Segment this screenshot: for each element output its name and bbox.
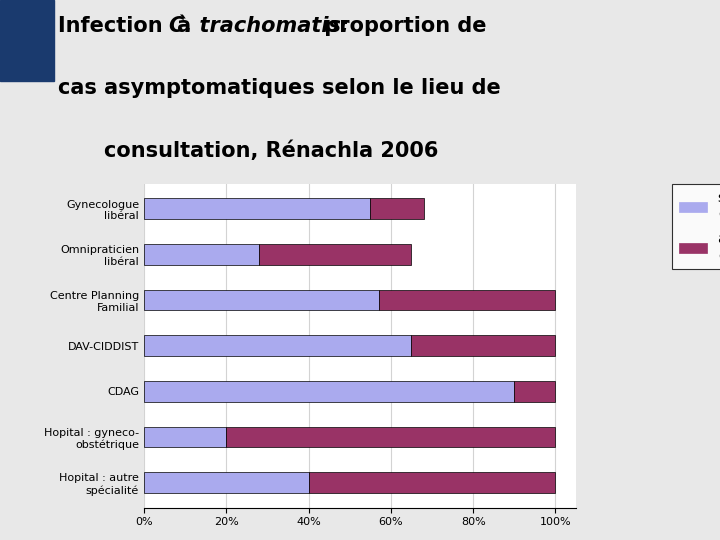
Bar xyxy=(259,244,411,265)
Bar xyxy=(411,335,555,356)
Bar xyxy=(379,289,555,310)
Legend: sans signes
cliniques, avec signes
cliniques: sans signes cliniques, avec signes clini… xyxy=(672,184,720,269)
Bar xyxy=(144,335,411,356)
Bar xyxy=(309,472,555,493)
Text: proportion de: proportion de xyxy=(317,16,486,36)
Bar xyxy=(144,427,226,447)
Text: C. trachomatis:: C. trachomatis: xyxy=(169,16,349,36)
Bar xyxy=(144,381,514,402)
Text: Infection  à: Infection à xyxy=(58,16,198,36)
Bar xyxy=(514,381,555,402)
Bar xyxy=(226,427,555,447)
Text: consultation, Rénachla 2006: consultation, Rénachla 2006 xyxy=(104,140,438,161)
Bar xyxy=(370,198,424,219)
Bar xyxy=(144,472,309,493)
Bar xyxy=(144,289,379,310)
Bar xyxy=(144,244,259,265)
Text: cas asymptomatiques selon le lieu de: cas asymptomatiques selon le lieu de xyxy=(58,78,500,98)
Bar xyxy=(144,198,370,219)
